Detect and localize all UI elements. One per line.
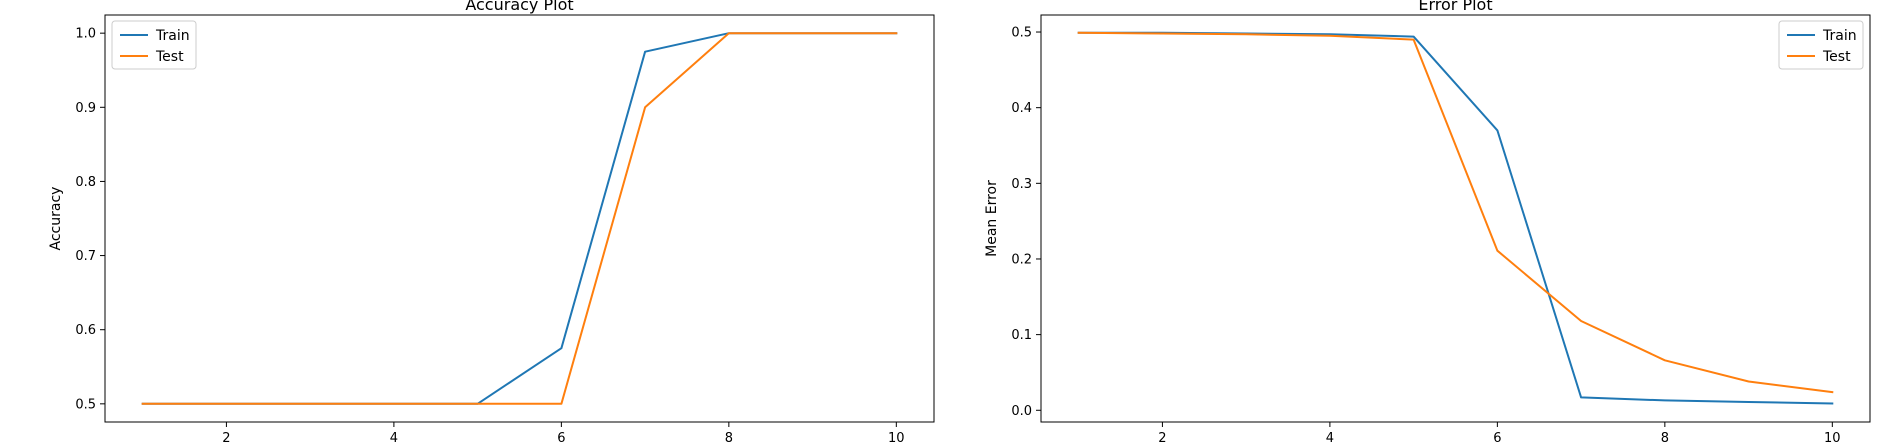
error-ylabel: Mean Error [984, 180, 1000, 257]
accuracy-ytick-label: 0.6 [75, 323, 96, 338]
accuracy-ylabel: Accuracy [48, 187, 64, 251]
accuracy-xtick-label: 8 [725, 431, 733, 443]
accuracy-line-train [141, 32, 898, 405]
error-ytick-label: 0.0 [1011, 404, 1032, 419]
accuracy-xtick-label: 10 [888, 431, 905, 443]
error-xtick-label: 2 [1158, 431, 1166, 443]
error-chart: Error Plot Mean Error 2 4 6 8 10 0.0 0.1 0.2 0.3 0.… [984, 0, 1871, 443]
error-ytick-label: 0.4 [1011, 101, 1032, 116]
error-legend-label-test: Test [1822, 49, 1851, 65]
error-xtick-label: 8 [1661, 431, 1669, 443]
error-ytick-label: 0.2 [1011, 252, 1032, 267]
accuracy-chart: Accuracy Plot Accuracy 2 4 6 8 10 0.5 0.6 0.7 0.8 0… [48, 0, 935, 443]
accuracy-xtick-label: 2 [222, 431, 230, 443]
accuracy-ytick-label: 0.9 [75, 101, 96, 116]
error-title: Error Plot [1418, 0, 1492, 14]
accuracy-ytick-label: 1.0 [75, 27, 96, 42]
error-legend: Train Test [1778, 20, 1864, 70]
error-line-train [1077, 31, 1834, 405]
error-xtick-label: 4 [1326, 431, 1334, 443]
error-ytick-label: 0.5 [1011, 26, 1032, 41]
accuracy-legend-label-train: Train [155, 28, 190, 44]
accuracy-axes-frame [104, 14, 935, 423]
accuracy-xtick-label: 6 [557, 431, 565, 443]
accuracy-line-test [141, 32, 898, 405]
error-ytick-label: 0.1 [1011, 328, 1032, 343]
accuracy-legend-label-test: Test [155, 49, 184, 65]
accuracy-ytick-label: 0.5 [75, 397, 96, 412]
error-ytick-label: 0.3 [1011, 177, 1032, 192]
error-axes-frame [1040, 14, 1871, 423]
accuracy-title: Accuracy Plot [465, 0, 573, 14]
accuracy-ytick-label: 0.8 [75, 175, 96, 190]
error-xtick-label: 6 [1493, 431, 1501, 443]
accuracy-legend: Train Test [111, 20, 197, 70]
error-legend-label-train: Train [1822, 28, 1857, 44]
accuracy-ytick-label: 0.7 [75, 249, 96, 264]
accuracy-xtick-label: 4 [390, 431, 398, 443]
error-xtick-label: 10 [1824, 431, 1841, 443]
error-line-test [1077, 31, 1834, 394]
